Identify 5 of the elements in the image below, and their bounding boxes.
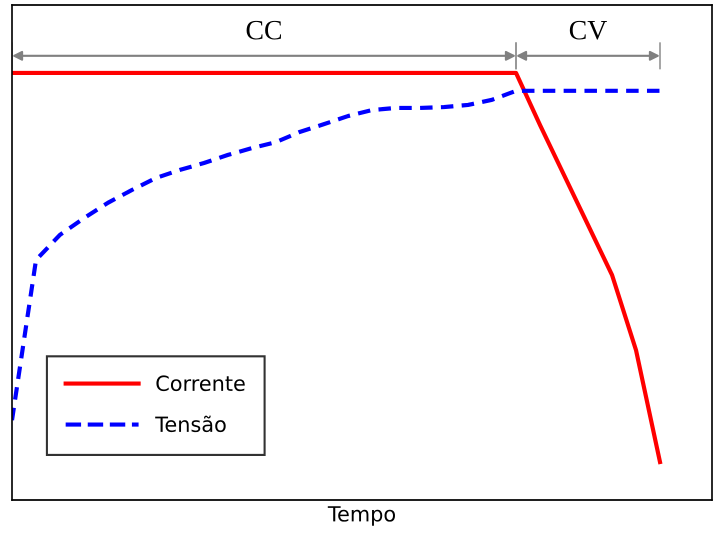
legend-label: Tensão [155, 416, 226, 432]
legend-label: Corrente [156, 375, 245, 392]
x-axis-title: Tempo [328, 506, 395, 526]
text: CV [570, 20, 607, 40]
text: CC [246, 20, 281, 40]
